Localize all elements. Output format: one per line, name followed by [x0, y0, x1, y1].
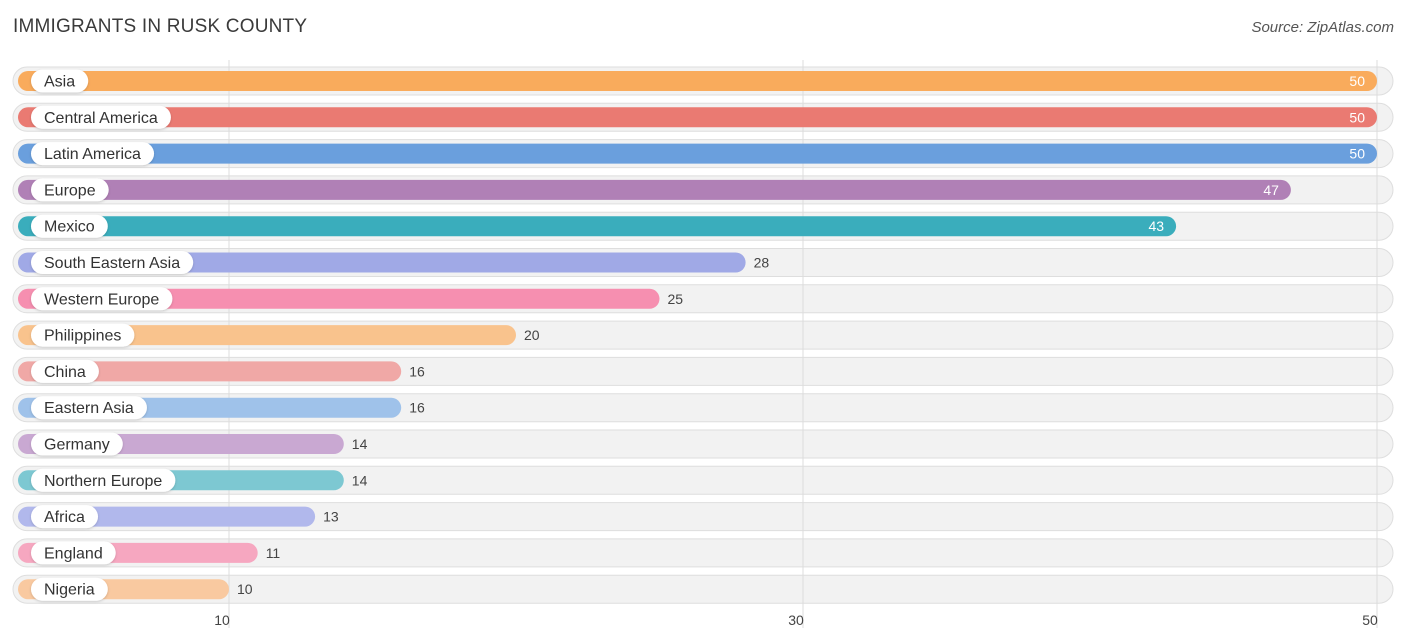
- label-pill: [31, 505, 98, 529]
- chart-title: IMMIGRANTS IN RUSK COUNTY: [13, 16, 308, 37]
- bar-category-label: Northern Europe: [44, 473, 162, 490]
- bar-category-label: China: [44, 364, 86, 381]
- label-pill: [31, 396, 147, 420]
- x-tick-label: 50: [1362, 612, 1378, 628]
- x-tick-label: 30: [788, 612, 804, 628]
- label-pill: [31, 541, 116, 565]
- bar-group: South Eastern Asia 28: [18, 251, 769, 274]
- bar-value-label: 14: [352, 436, 368, 452]
- bar-category-label: Europe: [44, 182, 96, 199]
- bar-group: Philippines 20: [18, 323, 540, 347]
- bar-category-label: Philippines: [44, 328, 121, 345]
- bar-value-label: 13: [323, 509, 339, 525]
- label-pill: [31, 468, 176, 492]
- bar-value-label: 11: [266, 545, 281, 561]
- bar-category-label: Latin America: [44, 146, 141, 163]
- row-background: [12, 538, 1394, 568]
- bar-group: Nigeria 10: [18, 577, 253, 601]
- bar-group: Central America 50: [18, 105, 1377, 129]
- bar-value-label: 43: [1149, 218, 1165, 234]
- bar-category-label: Germany: [44, 437, 110, 454]
- bar-group: England 11: [18, 541, 281, 565]
- bar-value-label: 50: [1349, 109, 1365, 125]
- bar-group: Latin America 50: [18, 142, 1377, 166]
- bar-group: Eastern Asia 16: [18, 396, 425, 420]
- bar-value-label: 14: [352, 472, 368, 488]
- row-background: [12, 502, 1394, 532]
- bar: [18, 252, 746, 273]
- bar-category-label: Nigeria: [44, 582, 95, 599]
- bar-value-label: 47: [1263, 182, 1279, 198]
- bar-group: Germany 14: [18, 432, 368, 456]
- bar-category-label: Eastern Asia: [44, 400, 134, 417]
- label-pill: [31, 287, 173, 311]
- bar-group: Northern Europe 14: [18, 468, 368, 492]
- bar-group: China 16: [18, 359, 425, 383]
- bar: [18, 143, 1377, 164]
- bar-value-label: 50: [1349, 146, 1365, 162]
- bar-group: Mexico 43: [18, 214, 1177, 238]
- bar-category-label: Western Europe: [44, 291, 159, 308]
- row-background: [12, 574, 1394, 604]
- bar-value-label: 20: [524, 327, 540, 343]
- label-pill: [31, 178, 109, 202]
- bar-value-label: 16: [409, 363, 425, 379]
- label-pill: [31, 359, 99, 383]
- label-pill: [31, 432, 123, 456]
- x-tick-label: 10: [214, 612, 230, 628]
- bar-value-label: 16: [409, 400, 425, 416]
- bar-category-label: Asia: [44, 74, 75, 91]
- bar: [18, 216, 1177, 237]
- bar: [18, 107, 1377, 128]
- bar: [18, 71, 1377, 91]
- bar-group: Western Europe 25: [18, 287, 684, 311]
- row-background: [12, 429, 1394, 459]
- label-pill: [31, 105, 171, 129]
- source-credit: Source: ZipAtlas.com: [1251, 19, 1394, 36]
- bar-group: Africa 13: [18, 505, 339, 529]
- bar-value-label: 50: [1349, 73, 1365, 89]
- bar-value-label: 28: [754, 255, 770, 271]
- bar: [18, 288, 660, 309]
- label-pill: [31, 577, 108, 601]
- bar-category-label: Central America: [44, 110, 158, 127]
- label-pill: [31, 69, 89, 93]
- bar: [18, 179, 1291, 200]
- label-pill: [31, 214, 108, 238]
- bar-category-label: Africa: [44, 509, 85, 526]
- label-pill: [31, 142, 155, 166]
- bar-value-label: 10: [237, 581, 253, 597]
- bar: [18, 361, 402, 382]
- bar-category-label: England: [44, 545, 103, 562]
- label-pill: [31, 323, 135, 347]
- bar: [18, 325, 516, 346]
- label-pill: [31, 251, 194, 274]
- bar-category-label: South Eastern Asia: [44, 255, 180, 272]
- bar-category-label: Mexico: [44, 219, 95, 236]
- row-background: [12, 465, 1394, 495]
- bar-group: Asia 50: [18, 69, 1377, 93]
- bar-value-label: 25: [668, 291, 684, 307]
- bar-group: Europe 47: [18, 178, 1291, 202]
